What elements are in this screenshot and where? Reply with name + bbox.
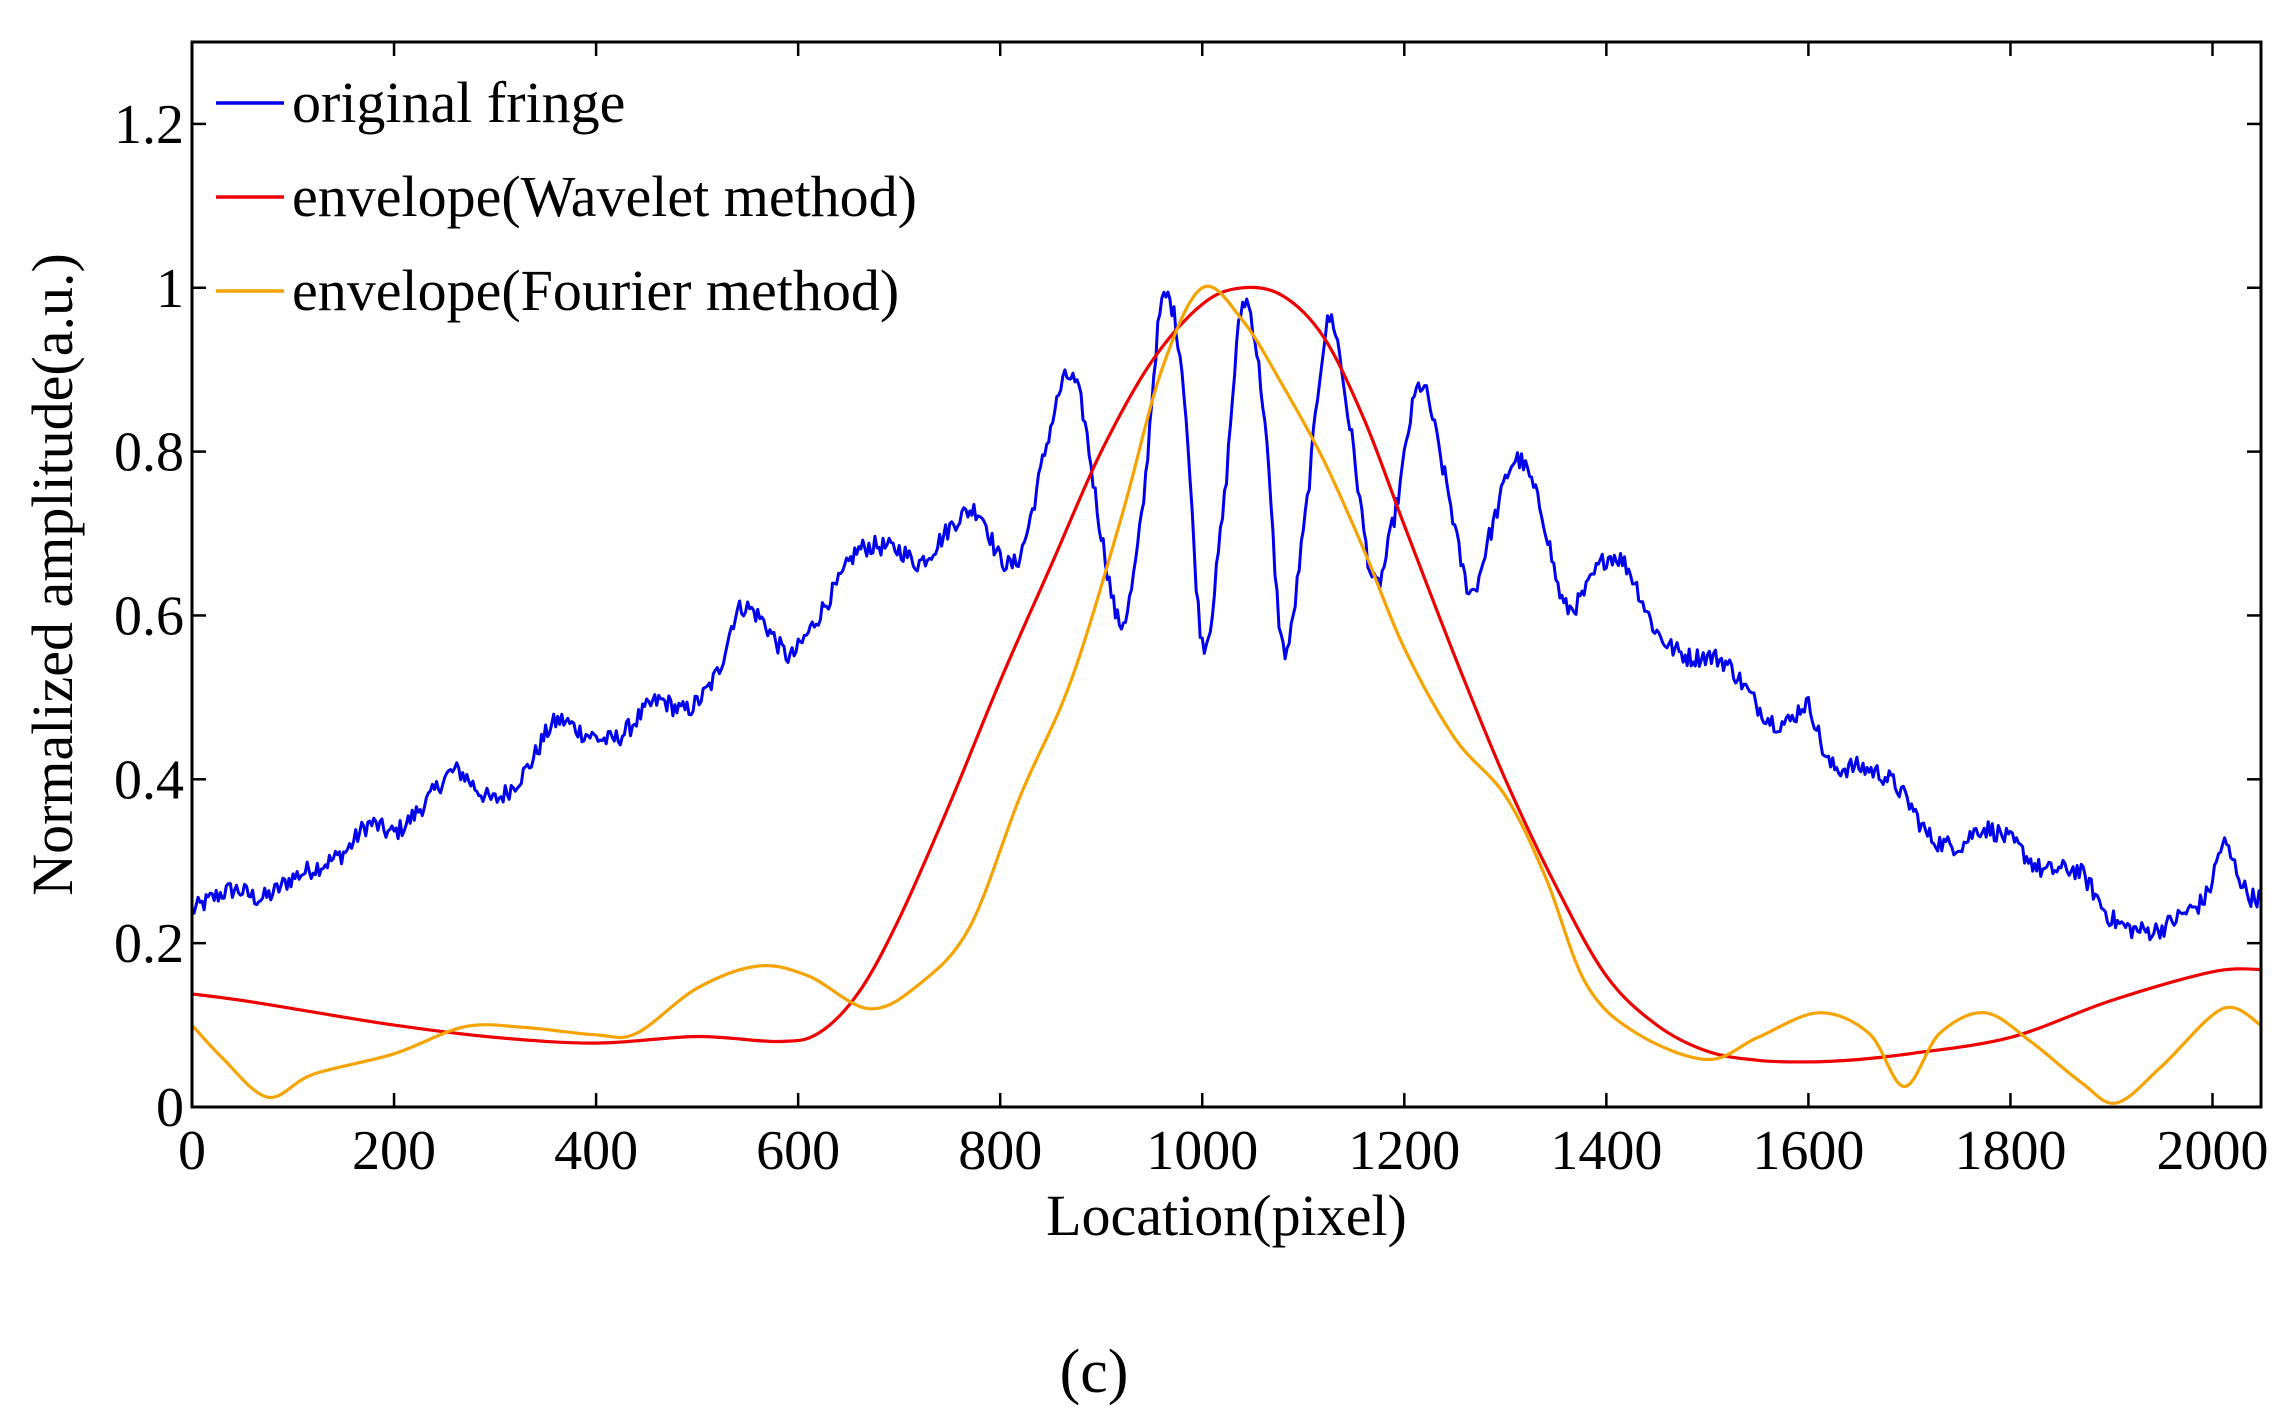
legend-label-3: envelope(Fourier method) <box>292 258 899 323</box>
x-tick-label: 1200 <box>1348 1120 1460 1182</box>
y-tick-label: 1.2 <box>114 94 184 156</box>
legend: original fringe envelope(Wavelet method) e… <box>216 70 917 323</box>
series-line-3 <box>190 284 2262 1105</box>
tick-layer: 0 200 400 600 800 1000 1200 1400 1600 1800 2000 0 0.… <box>114 42 2269 1182</box>
y-tick-label: 0.6 <box>114 585 184 647</box>
x-tick-label: 1600 <box>1752 1120 1864 1182</box>
x-tick-label: 400 <box>554 1120 638 1182</box>
x-tick-label: 200 <box>352 1120 436 1182</box>
y-tick-label: 1 <box>156 258 184 320</box>
x-tick-label: 600 <box>756 1120 840 1182</box>
x-tick-label: 0 <box>178 1120 206 1182</box>
y-axis-title: Normalized amplitude(a.u.) <box>20 253 85 896</box>
x-tick-label: 1400 <box>1550 1120 1662 1182</box>
series-layer <box>190 284 2263 1105</box>
y-tick-label: 0.4 <box>114 749 184 811</box>
x-tick-label: 1000 <box>1146 1120 1258 1182</box>
legend-label-2: envelope(Wavelet method) <box>292 164 917 229</box>
panel-label: (c) <box>1060 1338 1129 1406</box>
plot-area-frame <box>190 40 2263 1109</box>
legend-label-1: original fringe <box>292 70 625 135</box>
y-tick-label: 0 <box>156 1077 184 1139</box>
y-tick-label: 0.8 <box>114 422 184 484</box>
y-tick-label: 0.2 <box>114 913 184 975</box>
x-tick-label: 800 <box>958 1120 1042 1182</box>
x-tick-label: 2000 <box>2157 1120 2269 1182</box>
series-line-2 <box>191 285 2262 1064</box>
series-line-1 <box>190 290 2263 942</box>
x-axis-title: Location(pixel) <box>1046 1183 1407 1248</box>
x-tick-label: 1800 <box>1954 1120 2066 1182</box>
